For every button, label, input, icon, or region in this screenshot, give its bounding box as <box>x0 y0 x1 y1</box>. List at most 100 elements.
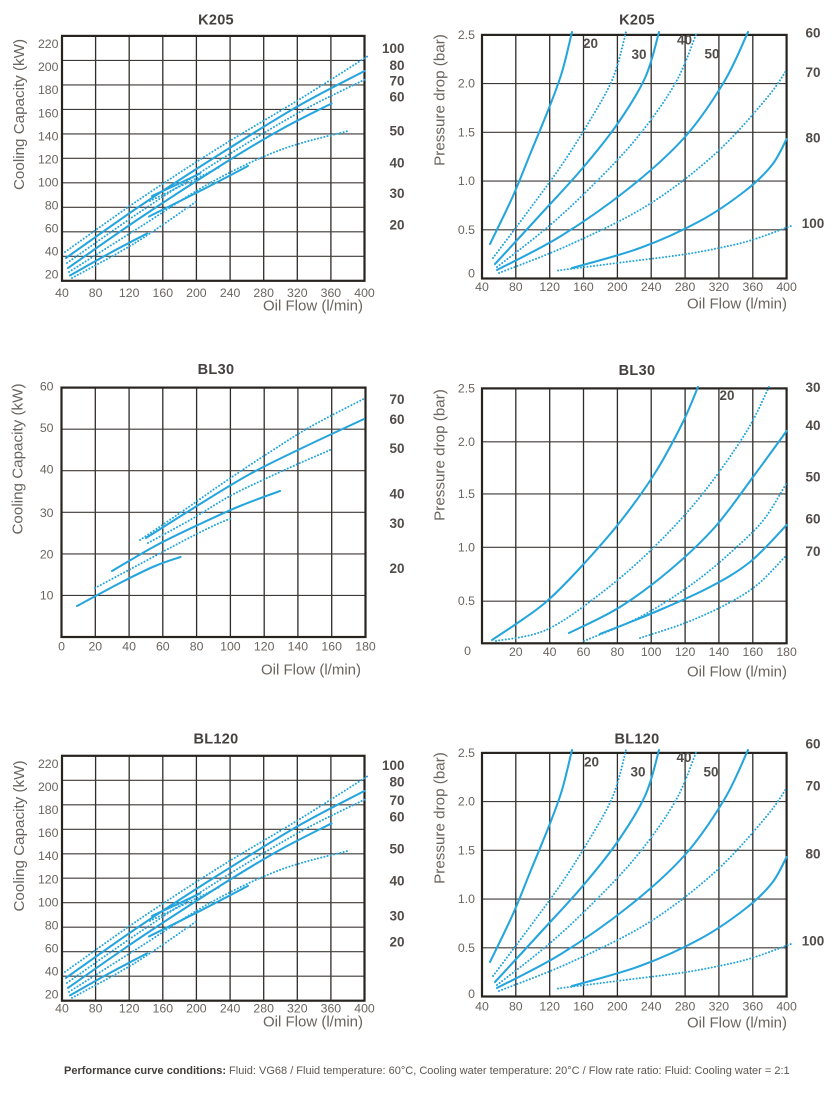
svg-text:0.5: 0.5 <box>458 941 475 955</box>
svg-text:70: 70 <box>805 65 820 80</box>
svg-text:320: 320 <box>709 1000 730 1014</box>
svg-text:Cooling Capacity (kW): Cooling Capacity (kW) <box>11 39 28 190</box>
svg-text:140: 140 <box>288 640 309 654</box>
svg-text:360: 360 <box>743 1000 764 1014</box>
svg-text:80: 80 <box>611 645 625 659</box>
svg-text:200: 200 <box>607 280 628 294</box>
svg-text:20: 20 <box>88 640 102 654</box>
svg-text:Pressure drop (bar): Pressure drop (bar) <box>432 752 449 884</box>
svg-text:70: 70 <box>805 544 820 559</box>
svg-text:40: 40 <box>805 418 820 433</box>
svg-text:400: 400 <box>776 1000 797 1014</box>
svg-text:220: 220 <box>38 757 59 771</box>
svg-text:160: 160 <box>321 640 342 654</box>
svg-text:30: 30 <box>630 765 645 780</box>
svg-text:160: 160 <box>38 106 59 120</box>
svg-text:60: 60 <box>156 640 170 654</box>
svg-text:140: 140 <box>38 129 59 143</box>
svg-text:40: 40 <box>475 1000 489 1014</box>
svg-text:Cooling Capacity (kW): Cooling Capacity (kW) <box>10 383 27 534</box>
svg-text:50: 50 <box>704 47 719 62</box>
svg-text:2.5: 2.5 <box>458 28 475 42</box>
svg-text:180: 180 <box>38 83 59 97</box>
svg-text:400: 400 <box>354 1002 375 1016</box>
svg-text:20: 20 <box>583 36 598 51</box>
svg-text:2.0: 2.0 <box>458 435 475 449</box>
svg-text:400: 400 <box>776 280 797 294</box>
svg-text:240: 240 <box>641 280 662 294</box>
svg-text:240: 240 <box>220 1002 241 1016</box>
svg-text:240: 240 <box>220 286 241 300</box>
svg-text:Oil Flow (l/min): Oil Flow (l/min) <box>261 662 361 679</box>
svg-text:180: 180 <box>355 640 376 654</box>
svg-text:70: 70 <box>805 779 820 794</box>
svg-text:120: 120 <box>254 640 275 654</box>
svg-text:20: 20 <box>509 645 523 659</box>
svg-text:20: 20 <box>389 218 404 233</box>
svg-text:60: 60 <box>805 737 820 752</box>
svg-text:120: 120 <box>675 645 696 659</box>
svg-text:1.0: 1.0 <box>458 540 475 554</box>
svg-text:280: 280 <box>675 280 696 294</box>
svg-text:20: 20 <box>389 561 404 576</box>
svg-text:40: 40 <box>389 155 404 170</box>
svg-text:120: 120 <box>539 1000 560 1014</box>
svg-text:120: 120 <box>38 872 59 886</box>
svg-text:160: 160 <box>743 645 764 659</box>
svg-text:2.0: 2.0 <box>458 77 475 91</box>
svg-text:30: 30 <box>805 380 820 395</box>
svg-text:120: 120 <box>119 1002 140 1016</box>
svg-text:0: 0 <box>464 644 471 658</box>
svg-text:1.0: 1.0 <box>458 892 475 906</box>
svg-text:80: 80 <box>89 286 103 300</box>
svg-text:60: 60 <box>805 26 820 41</box>
svg-text:140: 140 <box>709 645 730 659</box>
svg-text:320: 320 <box>287 1002 308 1016</box>
svg-text:360: 360 <box>321 1002 342 1016</box>
svg-text:20: 20 <box>45 268 59 282</box>
svg-text:40: 40 <box>389 486 404 501</box>
svg-text:280: 280 <box>253 1002 274 1016</box>
svg-text:0: 0 <box>468 987 475 1001</box>
svg-text:40: 40 <box>122 640 136 654</box>
svg-text:100: 100 <box>38 176 59 190</box>
svg-text:60: 60 <box>389 810 404 825</box>
svg-text:60: 60 <box>40 380 54 394</box>
svg-text:BL30: BL30 <box>198 362 235 378</box>
svg-text:80: 80 <box>45 918 59 932</box>
svg-text:BL120: BL120 <box>614 732 659 748</box>
svg-text:100: 100 <box>802 216 825 231</box>
svg-text:30: 30 <box>40 506 54 520</box>
svg-text:BL120: BL120 <box>193 732 238 748</box>
svg-text:200: 200 <box>38 780 59 794</box>
svg-text:200: 200 <box>186 286 207 300</box>
svg-text:1.5: 1.5 <box>458 487 475 501</box>
svg-text:160: 160 <box>573 1000 594 1014</box>
svg-text:320: 320 <box>287 286 308 300</box>
svg-text:360: 360 <box>743 280 764 294</box>
svg-text:0: 0 <box>468 266 475 280</box>
svg-text:Oil Flow (l/min): Oil Flow (l/min) <box>263 298 363 315</box>
svg-text:60: 60 <box>45 942 59 956</box>
svg-text:120: 120 <box>539 280 560 294</box>
svg-text:50: 50 <box>389 123 404 138</box>
svg-text:80: 80 <box>190 640 204 654</box>
svg-text:50: 50 <box>805 469 820 484</box>
svg-text:120: 120 <box>119 286 140 300</box>
svg-text:60: 60 <box>805 512 820 527</box>
svg-text:80: 80 <box>389 58 404 73</box>
svg-text:360: 360 <box>321 286 342 300</box>
svg-text:70: 70 <box>389 74 404 89</box>
svg-text:160: 160 <box>38 826 59 840</box>
svg-text:0.5: 0.5 <box>458 594 475 608</box>
svg-text:20: 20 <box>584 755 599 770</box>
svg-text:60: 60 <box>389 90 404 105</box>
svg-text:1.0: 1.0 <box>458 174 475 188</box>
svg-text:K205: K205 <box>198 12 234 28</box>
svg-text:Cooling Capacity (kW): Cooling Capacity (kW) <box>11 760 28 911</box>
svg-text:50: 50 <box>389 842 404 857</box>
svg-text:50: 50 <box>40 421 54 435</box>
svg-text:Performance curve conditions:: Performance curve conditions: Fluid: VG6… <box>64 1065 790 1077</box>
svg-text:120: 120 <box>38 152 59 166</box>
svg-text:100: 100 <box>641 645 662 659</box>
